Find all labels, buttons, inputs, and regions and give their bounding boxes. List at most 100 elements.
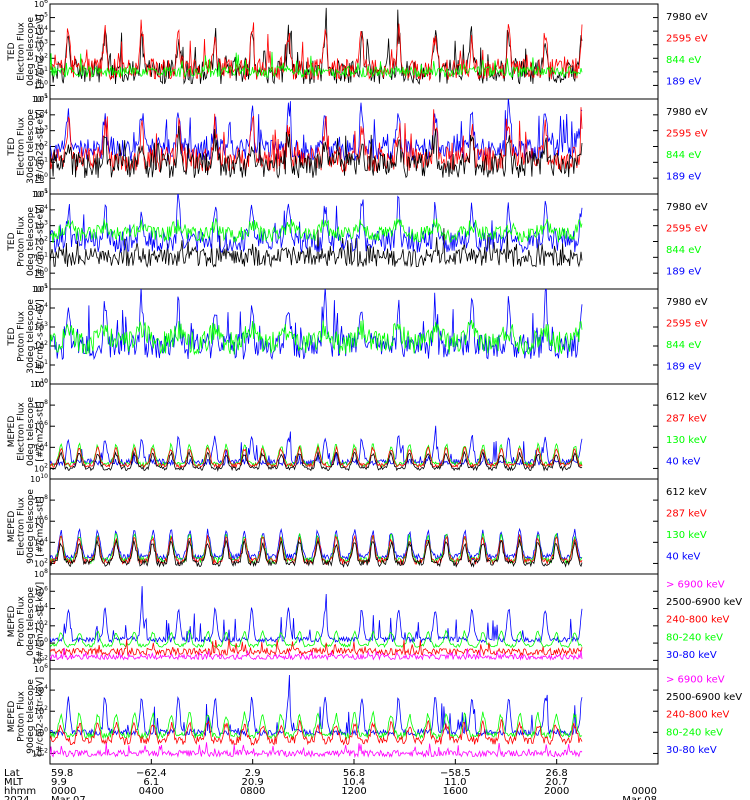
series-line bbox=[50, 674, 583, 737]
panel-frame bbox=[49, 383, 659, 480]
y-tick-label: 101 bbox=[34, 156, 48, 167]
y-tick-label: 103 bbox=[34, 220, 48, 231]
y-tick-label: 102 bbox=[34, 52, 48, 63]
x-tick-label: 0400 bbox=[139, 786, 164, 797]
legend-entry: 612 keV bbox=[666, 487, 707, 498]
legend-entry: > 6900 keV bbox=[666, 580, 725, 591]
y-tick-label: 108 bbox=[34, 494, 48, 505]
panel-3: 10-1 100 101 102 103 104 105 TEDProton Flux0deg… bbox=[7, 188, 708, 294]
legend-entry: 2595 eV bbox=[666, 129, 708, 140]
panel-2: 10-1 100 101 102 103 104 105 TEDElectron Flux30… bbox=[7, 93, 708, 199]
series-line bbox=[50, 539, 583, 568]
legend-entry: 844 eV bbox=[666, 150, 701, 161]
legend-entry: 240-800 keV bbox=[666, 615, 730, 626]
series-line bbox=[50, 99, 583, 161]
y-tick-label: 101 bbox=[34, 251, 48, 262]
panel-frame bbox=[49, 3, 659, 100]
legend-entry: 130 keV bbox=[666, 435, 707, 446]
x-axis: 59.89.90000Mar 07−62.46.104002.920.90800… bbox=[4, 759, 659, 800]
x-tick-label: 9.9 bbox=[51, 777, 67, 788]
panel-7: 10-2 100 102 104 106 108 MEPEDProton Flux0deg … bbox=[7, 568, 742, 670]
y-tick-label: 106 bbox=[34, 0, 48, 9]
y-tick-label: 105 bbox=[34, 93, 48, 104]
legend-entry: 130 keV bbox=[666, 530, 707, 541]
y-axis-label: TEDProton Flux30deg telescope[#/cm2-s-st… bbox=[7, 299, 46, 374]
y-axis-label: TEDElectron Flux0deg telescope[#/cm2-s-s… bbox=[7, 14, 46, 89]
y-tick-label: 108 bbox=[34, 568, 48, 579]
panel-8: 10-2 100 102 104 106 MEPEDProton Flux90deg te… bbox=[7, 663, 742, 765]
legend-entry: 7980 eV bbox=[666, 297, 708, 308]
series-line bbox=[50, 586, 583, 644]
series-line bbox=[50, 125, 583, 179]
x-tick-label: Mar 08 bbox=[622, 795, 657, 800]
panel-frame bbox=[49, 668, 659, 765]
y-tick-label: 101 bbox=[34, 359, 48, 370]
y-tick-label: 100 bbox=[34, 172, 48, 183]
y-tick-label: 100 bbox=[34, 726, 48, 737]
legend-entry: 30-80 keV bbox=[666, 650, 717, 661]
y-tick-label: 102 bbox=[34, 340, 48, 351]
y-tick-label: 10-1 bbox=[32, 283, 48, 294]
legend-entry: 287 keV bbox=[666, 509, 707, 520]
series-line bbox=[50, 218, 583, 243]
x-tick-label: 0000 bbox=[632, 786, 657, 797]
legend-entry: 240-800 keV bbox=[666, 710, 730, 721]
x-tick-label: Mar 07 bbox=[51, 795, 86, 800]
y-tick-label: 105 bbox=[34, 12, 48, 23]
x-tick-label: 11.0 bbox=[444, 777, 466, 788]
x-row-label: MLT bbox=[4, 777, 24, 788]
y-tick-label: 1010 bbox=[30, 378, 48, 389]
series-line bbox=[50, 194, 583, 254]
legend-entry: 7980 eV bbox=[666, 107, 708, 118]
series-line bbox=[50, 718, 583, 746]
series-line bbox=[50, 51, 583, 79]
legend-entry: > 6900 keV bbox=[666, 675, 725, 686]
panel-5: 102 104 106 108 1010 MEPEDElectron Flux0deg t… bbox=[7, 378, 707, 480]
y-tick-label: 102 bbox=[34, 705, 48, 716]
y-tick-label: 105 bbox=[34, 283, 48, 294]
x-tick-label: 2.9 bbox=[245, 768, 261, 779]
legend-entry: 80-240 keV bbox=[666, 632, 723, 643]
y-tick-label: 105 bbox=[34, 188, 48, 199]
x-tick-label: 0000 bbox=[51, 786, 76, 797]
y-tick-label: 103 bbox=[34, 39, 48, 50]
y-tick-label: 106 bbox=[34, 663, 48, 674]
panel-1: 10-1 100 101 102 103 104 105 106 TEDElectron Flu… bbox=[7, 0, 708, 104]
y-tick-label: 106 bbox=[34, 585, 48, 596]
legend-entry: 30-80 keV bbox=[666, 745, 717, 756]
panel-6: 102 104 106 108 1010 MEPEDElectron Flux90deg … bbox=[7, 473, 707, 575]
x-tick-label: 20.9 bbox=[242, 777, 264, 788]
y-tick-label: 10-1 bbox=[32, 188, 48, 199]
y-tick-label: 104 bbox=[34, 536, 48, 547]
y-tick-label: 100 bbox=[34, 267, 48, 278]
legend-entry: 189 eV bbox=[666, 267, 701, 278]
x-tick-label: 1200 bbox=[341, 786, 366, 797]
y-tick-label: 104 bbox=[34, 441, 48, 452]
x-tick-label: 2000 bbox=[544, 786, 569, 797]
legend-entry: 7980 eV bbox=[666, 12, 708, 23]
y-tick-label: 102 bbox=[34, 557, 48, 568]
y-axis-label: MEPEDProton Flux90deg telescope[#/cm2-s-… bbox=[7, 677, 46, 756]
legend-entry: 80-240 keV bbox=[666, 727, 723, 738]
y-axis-label: MEPEDElectron Flux90deg telescope[#/cm2-… bbox=[7, 489, 46, 564]
legend-entry: 7980 eV bbox=[666, 202, 708, 213]
y-tick-label: 104 bbox=[34, 25, 48, 36]
legend-entry: 287 keV bbox=[666, 414, 707, 425]
y-tick-label: 101 bbox=[34, 66, 48, 77]
y-tick-label: 104 bbox=[34, 603, 48, 614]
series-line bbox=[50, 107, 583, 173]
x-tick-label: 26.8 bbox=[546, 768, 568, 779]
y-tick-label: 108 bbox=[34, 399, 48, 410]
panel-4: 100 101 102 103 104 105 TEDProton Flux30deg te… bbox=[7, 283, 708, 389]
y-tick-label: 100 bbox=[34, 637, 48, 648]
panel-frame bbox=[49, 193, 659, 290]
x-row-label: 2024 bbox=[4, 795, 29, 800]
y-tick-label: 100 bbox=[34, 378, 48, 389]
x-tick-label: 20.7 bbox=[546, 777, 568, 788]
y-tick-label: 104 bbox=[34, 204, 48, 215]
y-tick-label: 1010 bbox=[30, 473, 48, 484]
x-row-label: hhmm bbox=[4, 786, 36, 797]
x-tick-label: −58.5 bbox=[440, 768, 471, 779]
legend-entry: 844 eV bbox=[666, 245, 701, 256]
y-tick-label: 103 bbox=[34, 125, 48, 136]
